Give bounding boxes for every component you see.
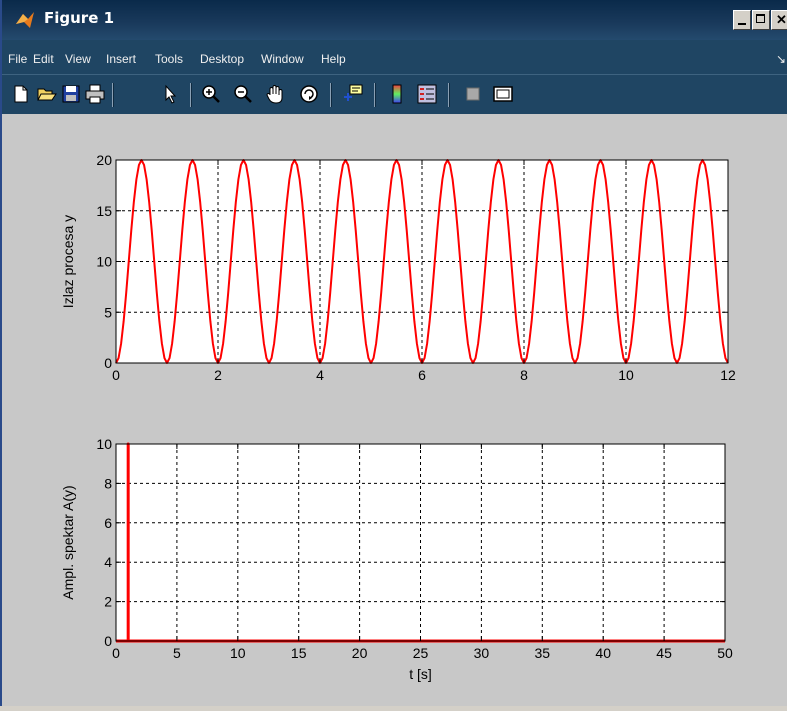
close-button[interactable]: ✕ — [771, 10, 787, 30]
arrow-cursor-icon[interactable] — [160, 83, 182, 105]
x-tick-label: 0 — [112, 367, 120, 383]
y-tick-label: 10 — [96, 436, 112, 452]
x-tick-label: 0 — [112, 645, 120, 661]
x-tick-label: 6 — [418, 367, 426, 383]
x-tick-label: 4 — [316, 367, 324, 383]
zoom-in-icon[interactable] — [200, 83, 222, 105]
x-tick-label: 30 — [474, 645, 490, 661]
x-tick-label: 40 — [595, 645, 611, 661]
title-bar[interactable]: Figure 1 ✕ — [2, 0, 787, 40]
x-tick-label: 8 — [520, 367, 528, 383]
menu-help[interactable]: Help — [321, 52, 346, 66]
axes-1: 0 2 4 6 8 10 12 0 5 10 15 20 Izlaz procesa y — [60, 152, 736, 383]
menu-insert[interactable]: Insert — [106, 52, 137, 66]
menu-view[interactable]: View — [65, 52, 91, 66]
data-cursor-icon[interactable] — [342, 83, 364, 105]
y-tick-label: 0 — [104, 355, 112, 371]
menu-bar: File Edit View Insert Tools Desktop Wind… — [2, 40, 787, 74]
window-title: Figure 1 — [44, 9, 115, 27]
x-tick-label: 2 — [214, 367, 222, 383]
y-axis-label: Izlaz procesa y — [60, 215, 76, 308]
pan-hand-icon[interactable] — [264, 83, 286, 105]
x-tick-label: 50 — [717, 645, 733, 661]
toolbar-separator — [448, 83, 450, 107]
menu-window[interactable]: Window — [261, 52, 304, 66]
maximize-button[interactable] — [752, 10, 770, 30]
toolbar-separator — [190, 83, 192, 107]
y-axis-label: Ampl. spektar A(y) — [60, 485, 76, 599]
minimize-button[interactable] — [733, 10, 751, 30]
save-icon[interactable] — [60, 83, 82, 105]
menu-file[interactable]: File — [8, 52, 28, 66]
y-tick-label: 4 — [104, 554, 112, 570]
figure-canvas: 0 2 4 6 8 10 12 0 5 10 15 20 Izlaz procesa y 0 5 10 15 20… — [4, 114, 787, 706]
x-tick-label: 12 — [720, 367, 736, 383]
y-tick-label: 6 — [104, 515, 112, 531]
open-file-icon[interactable] — [36, 83, 58, 105]
x-tick-label: 20 — [352, 645, 368, 661]
x-tick-label: 5 — [173, 645, 181, 661]
x-tick-label: 10 — [230, 645, 246, 661]
y-tick-label: 2 — [104, 594, 112, 610]
x-tick-label: 15 — [291, 645, 307, 661]
y-tick-label: 15 — [96, 203, 112, 219]
hide-plot-tools-icon[interactable] — [462, 83, 484, 105]
toolbar-separator — [374, 83, 376, 107]
print-icon[interactable] — [84, 83, 106, 105]
menu-desktop[interactable]: Desktop — [200, 52, 245, 66]
y-tick-label: 10 — [96, 254, 112, 270]
minimize-icon — [738, 23, 746, 25]
maximize-icon — [756, 14, 765, 23]
menu-edit[interactable]: Edit — [33, 52, 54, 66]
axes-2: 0 5 10 15 20 25 30 35 40 45 50 0 2 4 6 8 10 Ampl. spektar… — [60, 436, 733, 682]
rotate-3d-icon[interactable] — [298, 83, 320, 105]
new-file-icon[interactable] — [10, 83, 32, 105]
y-tick-label: 8 — [104, 475, 112, 491]
y-tick-label: 5 — [104, 304, 112, 320]
matlab-logo-icon — [16, 12, 34, 28]
x-axis-label: t [s] — [409, 666, 432, 682]
menu-dock-arrow-icon[interactable]: ↘ — [776, 52, 787, 66]
close-icon: ✕ — [776, 12, 787, 27]
figure-toolbar — [2, 74, 787, 114]
x-tick-label: 45 — [656, 645, 672, 661]
toolbar-separator — [330, 83, 332, 107]
legend-icon[interactable] — [416, 83, 438, 105]
y-tick-label: 0 — [104, 633, 112, 649]
toolbar-separator — [112, 83, 114, 107]
y-tick-label: 20 — [96, 152, 112, 168]
x-tick-label: 10 — [618, 367, 634, 383]
x-tick-label: 25 — [413, 645, 429, 661]
show-plot-tools-icon[interactable] — [492, 83, 514, 105]
x-tick-label: 35 — [535, 645, 551, 661]
zoom-out-icon[interactable] — [232, 83, 254, 105]
menu-tools[interactable]: Tools — [155, 52, 184, 66]
colorbar-icon[interactable] — [386, 83, 408, 105]
